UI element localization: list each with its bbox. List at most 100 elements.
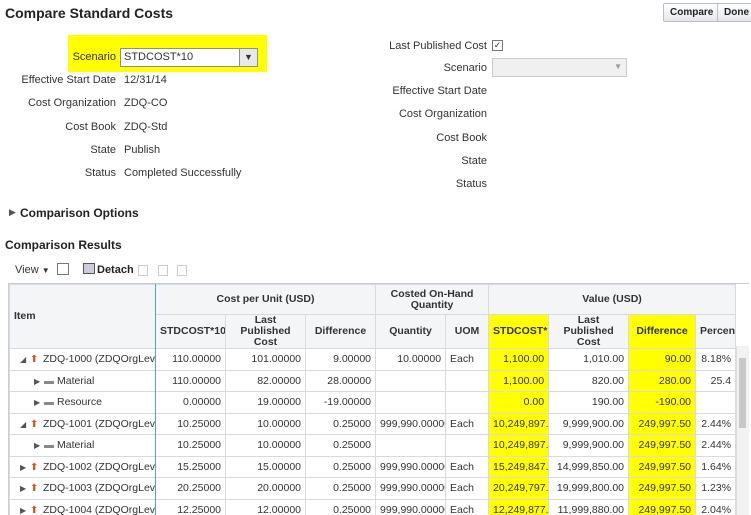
column-header: UOM xyxy=(446,315,489,349)
item-name: Resource xyxy=(57,396,102,408)
item-icon: ⬆ xyxy=(30,462,41,473)
cell: 10.25000 xyxy=(156,413,226,435)
disabled-icon xyxy=(158,265,168,276)
cell: 10,249,897.50 xyxy=(489,435,549,457)
cell: 15.00000 xyxy=(226,456,306,478)
folder-icon: ▬ xyxy=(44,376,55,387)
cell: 2.04% xyxy=(696,499,736,515)
cell: 1,010.00 xyxy=(549,349,629,371)
cell: 0.00000 xyxy=(156,392,226,414)
view-label: View xyxy=(15,264,39,276)
cell: 28.00000 xyxy=(306,370,376,392)
detach-button[interactable]: Detach xyxy=(97,264,134,276)
cell: Each xyxy=(446,478,489,500)
group-header: Costed On-Hand Quantity xyxy=(376,285,489,315)
cell: 12,249,877.50 xyxy=(489,499,549,515)
field-value: Completed Successfully xyxy=(124,167,241,179)
cell: 190.00 xyxy=(549,392,629,414)
cell xyxy=(446,370,489,392)
item-cell: ▶⬆ZDQ-1004 (ZDQOrgLevel( xyxy=(10,499,156,515)
field-value: ZDQ-Std xyxy=(124,121,167,133)
item-name: ZDQ-1000 (ZDQOrgLevel( xyxy=(43,353,156,365)
item-name: ZDQ-1002 (ZDQOrgLevel( xyxy=(43,461,156,473)
cell: 9,999,900.00 xyxy=(549,413,629,435)
expand-icon[interactable]: ▶ xyxy=(9,207,16,218)
item-icon: ⬆ xyxy=(30,505,41,515)
disabled-icon xyxy=(177,265,187,276)
column-header: Last Published Cost xyxy=(226,315,306,349)
folder-icon: ▬ xyxy=(44,397,55,408)
cell: 999,990.00000 xyxy=(376,499,446,515)
cell: 110.00000 xyxy=(156,370,226,392)
cell: 1.23% xyxy=(696,478,736,500)
compare-button[interactable]: Compare xyxy=(663,3,720,22)
field-value: ZDQ-CO xyxy=(124,97,167,109)
scroll-thumb[interactable] xyxy=(739,358,746,428)
column-header: Item xyxy=(10,285,156,349)
item-icon: ⬆ xyxy=(30,354,41,365)
cell: 249,997.50 xyxy=(629,478,696,500)
expand-icon[interactable]: ▶ xyxy=(20,463,30,472)
group-header: Value (USD) xyxy=(489,285,736,315)
cell: 8.18% xyxy=(696,349,736,371)
scenario-select[interactable]: STDCOST*10 ▼ xyxy=(120,48,258,67)
column-header: Last Published Cost xyxy=(549,315,629,349)
item-cell: ▶⬆ZDQ-1002 (ZDQOrgLevel( xyxy=(10,456,156,478)
cell: 2.44% xyxy=(696,435,736,457)
select-value: STDCOST*10 xyxy=(124,51,193,63)
expand-icon[interactable]: ▶ xyxy=(34,441,44,450)
cell xyxy=(696,392,736,414)
checkbox[interactable]: ✓ xyxy=(492,40,503,51)
column-header: Quantity xyxy=(376,315,446,349)
cell: 10,249,897.50 xyxy=(489,413,549,435)
cell: 20,249,797.50 xyxy=(489,478,549,500)
cell: 0.25000 xyxy=(306,435,376,457)
view-menu[interactable]: View ▼ xyxy=(15,264,50,276)
cell: 15,249,847.50 xyxy=(489,456,549,478)
cell: 0.25000 xyxy=(306,478,376,500)
expand-icon[interactable]: ▶ xyxy=(34,398,44,407)
cell: 999,990.00000 xyxy=(376,413,446,435)
cell: Each xyxy=(446,349,489,371)
cell xyxy=(446,392,489,414)
expand-icon[interactable]: ▶ xyxy=(20,484,30,493)
field-label: Scenario xyxy=(327,62,487,74)
cell: 10.00000 xyxy=(226,435,306,457)
expand-icon[interactable]: ◢ xyxy=(20,355,30,364)
scrollbar[interactable] xyxy=(736,346,749,515)
group-header: Cost per Unit (USD) xyxy=(156,285,376,315)
cell: 249,997.50 xyxy=(629,413,696,435)
expand-icon[interactable]: ◢ xyxy=(20,420,30,429)
item-cell: ▶▬Material xyxy=(10,435,156,457)
cell: -190.00 xyxy=(629,392,696,414)
item-icon: ⬆ xyxy=(30,483,41,494)
cell: 1.64% xyxy=(696,456,736,478)
cell: 15.25000 xyxy=(156,456,226,478)
scenario-select[interactable]: ▼ xyxy=(492,58,627,77)
cell: 1,100.00 xyxy=(489,349,549,371)
cell: 820.00 xyxy=(549,370,629,392)
item-name: Material xyxy=(57,375,94,387)
section-title[interactable]: Comparison Options xyxy=(20,206,139,220)
item-name: Material xyxy=(57,439,94,451)
cell: 110.00000 xyxy=(156,349,226,371)
field-label: Cost Organization xyxy=(0,97,116,109)
expand-icon[interactable]: ▶ xyxy=(34,377,44,386)
cell: 12.25000 xyxy=(156,499,226,515)
cell: 10.00000 xyxy=(376,349,446,371)
item-name: ZDQ-1004 (ZDQOrgLevel( xyxy=(43,504,156,515)
done-button[interactable]: Done xyxy=(717,3,751,22)
expand-icon[interactable]: ▶ xyxy=(20,506,30,515)
cell xyxy=(376,392,446,414)
item-cell: ▶⬆ZDQ-1003 (ZDQOrgLevel( xyxy=(10,478,156,500)
cell: -19.00000 xyxy=(306,392,376,414)
freeze-icon[interactable] xyxy=(57,263,69,275)
field-label: Status xyxy=(327,178,487,190)
field-label: Cost Book xyxy=(0,121,116,133)
detach-icon[interactable] xyxy=(83,263,95,274)
